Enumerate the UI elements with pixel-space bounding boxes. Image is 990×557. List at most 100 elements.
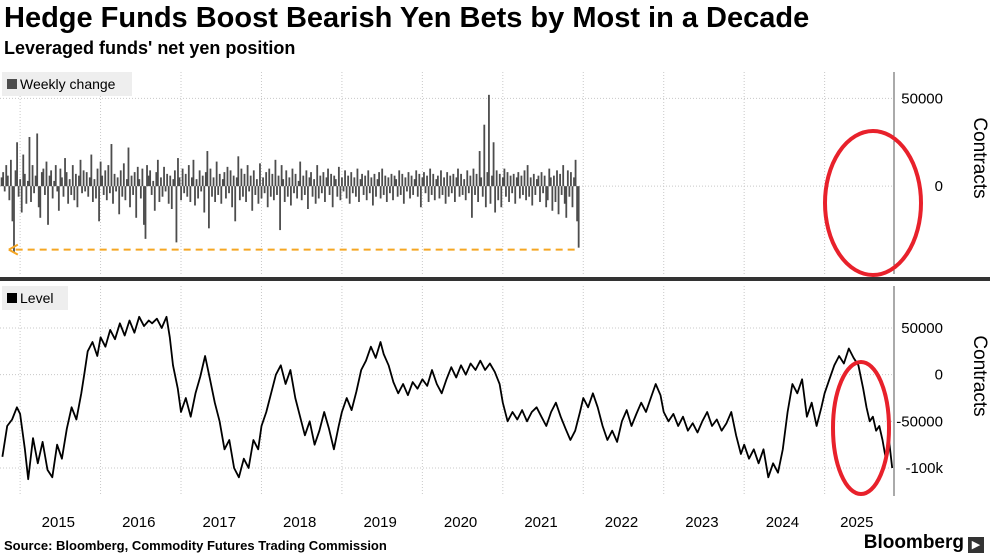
weekly-change-bar (364, 175, 367, 187)
weekly-change-bar (401, 173, 404, 187)
weekly-change-bar (554, 186, 557, 202)
weekly-change-bar (324, 186, 326, 202)
weekly-change-bar (351, 186, 354, 194)
weekly-change-bar (472, 168, 475, 187)
weekly-change-bar (376, 179, 379, 187)
weekly-change-bar (269, 186, 272, 197)
weekly-change-bar (515, 177, 518, 187)
weekly-change-bar (189, 186, 192, 202)
highlight-circle (831, 360, 891, 496)
weekly-change-bar (175, 186, 178, 243)
weekly-change-bar (33, 186, 35, 194)
weekly-change-bar (458, 186, 461, 197)
weekly-change-bar (488, 94, 490, 187)
weekly-change-bar (187, 165, 190, 187)
x-axis: 2015 2016 2017 2018 2019 2020 2021 2022 2023 2024… (0, 277, 990, 531)
weekly-change-bar (209, 168, 212, 187)
weekly-change-bar (535, 179, 538, 187)
weekly-change-bar (198, 170, 201, 187)
weekly-change-bar (421, 177, 424, 187)
weekly-change-bar (322, 172, 325, 187)
weekly-change-bar (444, 186, 447, 204)
weekly-change-bar (560, 186, 563, 195)
weekly-change-bar (484, 186, 487, 208)
weekly-change-bar (153, 186, 156, 211)
weekly-change-bar (61, 177, 63, 187)
weekly-change-bar (280, 165, 283, 187)
weekly-change-bar (497, 186, 500, 201)
weekly-change-bar (173, 170, 176, 187)
weekly-change-bar (345, 186, 348, 199)
weekly-change-bar (223, 172, 226, 187)
weekly-change-bar (447, 186, 450, 197)
weekly-change-bar (53, 180, 56, 187)
weekly-change-bar (486, 172, 489, 187)
weekly-change-bar (93, 179, 96, 187)
y-tick-label: -50000 (896, 413, 943, 430)
weekly-change-bar (225, 186, 227, 199)
weekly-change-bar (460, 173, 462, 187)
x-tick-label: 2019 (363, 514, 396, 531)
weekly-change-bar (126, 179, 128, 187)
weekly-change-bar (500, 186, 503, 208)
legend-label: Weekly change (20, 76, 116, 92)
weekly-change-bar (404, 177, 407, 187)
weekly-change-bar (517, 172, 520, 187)
highlight-circle (823, 129, 923, 277)
weekly-change-bar (571, 186, 574, 208)
weekly-change-bar (432, 173, 435, 187)
weekly-change-bar (180, 186, 182, 201)
weekly-change-bar (99, 161, 102, 187)
source-note: Source: Bloomberg, Commodity Futures Tra… (4, 538, 387, 553)
weekly-change-bar (13, 186, 15, 253)
weekly-change-bar (452, 173, 455, 187)
weekly-change-bar (240, 168, 243, 187)
weekly-change-bar (266, 186, 269, 208)
weekly-change-bar (226, 166, 229, 187)
weekly-change-bar (214, 186, 217, 202)
weekly-change-bar (245, 186, 247, 202)
weekly-change-bar (48, 175, 51, 187)
weekly-change-bar (122, 163, 125, 187)
weekly-change-bar (337, 166, 340, 187)
weekly-change-bar (276, 186, 278, 195)
weekly-change-bar (152, 180, 155, 187)
level-line (1, 315, 894, 481)
weekly-change-bar (113, 173, 116, 187)
weekly-change-bar (56, 186, 59, 192)
weekly-change-bar (2, 172, 5, 187)
weekly-change-bar (11, 186, 14, 222)
weekly-change-bar (160, 177, 162, 187)
weekly-change-bar (238, 186, 241, 201)
weekly-change-bar (358, 186, 360, 202)
weekly-change-bar (336, 186, 339, 197)
weekly-change-bar (288, 177, 291, 187)
weekly-change-bar (466, 170, 469, 187)
weekly-change-bar (62, 186, 65, 197)
weekly-change-bar (78, 175, 80, 187)
weekly-change-bar (433, 186, 436, 201)
weekly-change-bar (147, 175, 150, 187)
weekly-change-bar (342, 186, 345, 192)
x-tick-label: 2021 (524, 514, 557, 531)
weekly-change-bar (183, 186, 186, 194)
weekly-change-bar (101, 175, 104, 187)
weekly-change-bar (82, 170, 85, 187)
weekly-change-bar (426, 175, 428, 187)
y-tick-label: -100k (905, 460, 943, 477)
weekly-change-bar (286, 186, 289, 197)
weekly-change-bar (265, 172, 268, 187)
weekly-change-bar (566, 170, 569, 187)
weekly-change-bar (370, 177, 373, 187)
weekly-change-bar (471, 186, 473, 218)
weekly-change-bar (121, 186, 124, 197)
weekly-change-bar (483, 124, 486, 187)
weekly-change-bar (158, 186, 161, 202)
x-tick-label: 2016 (122, 514, 155, 531)
weekly-change-bar (291, 168, 294, 187)
weekly-change-bar (76, 186, 79, 208)
weekly-change-bar (443, 177, 445, 187)
weekly-change-bar (514, 186, 517, 204)
weekly-change-bar (25, 186, 28, 204)
weekly-change-bar (495, 170, 498, 187)
